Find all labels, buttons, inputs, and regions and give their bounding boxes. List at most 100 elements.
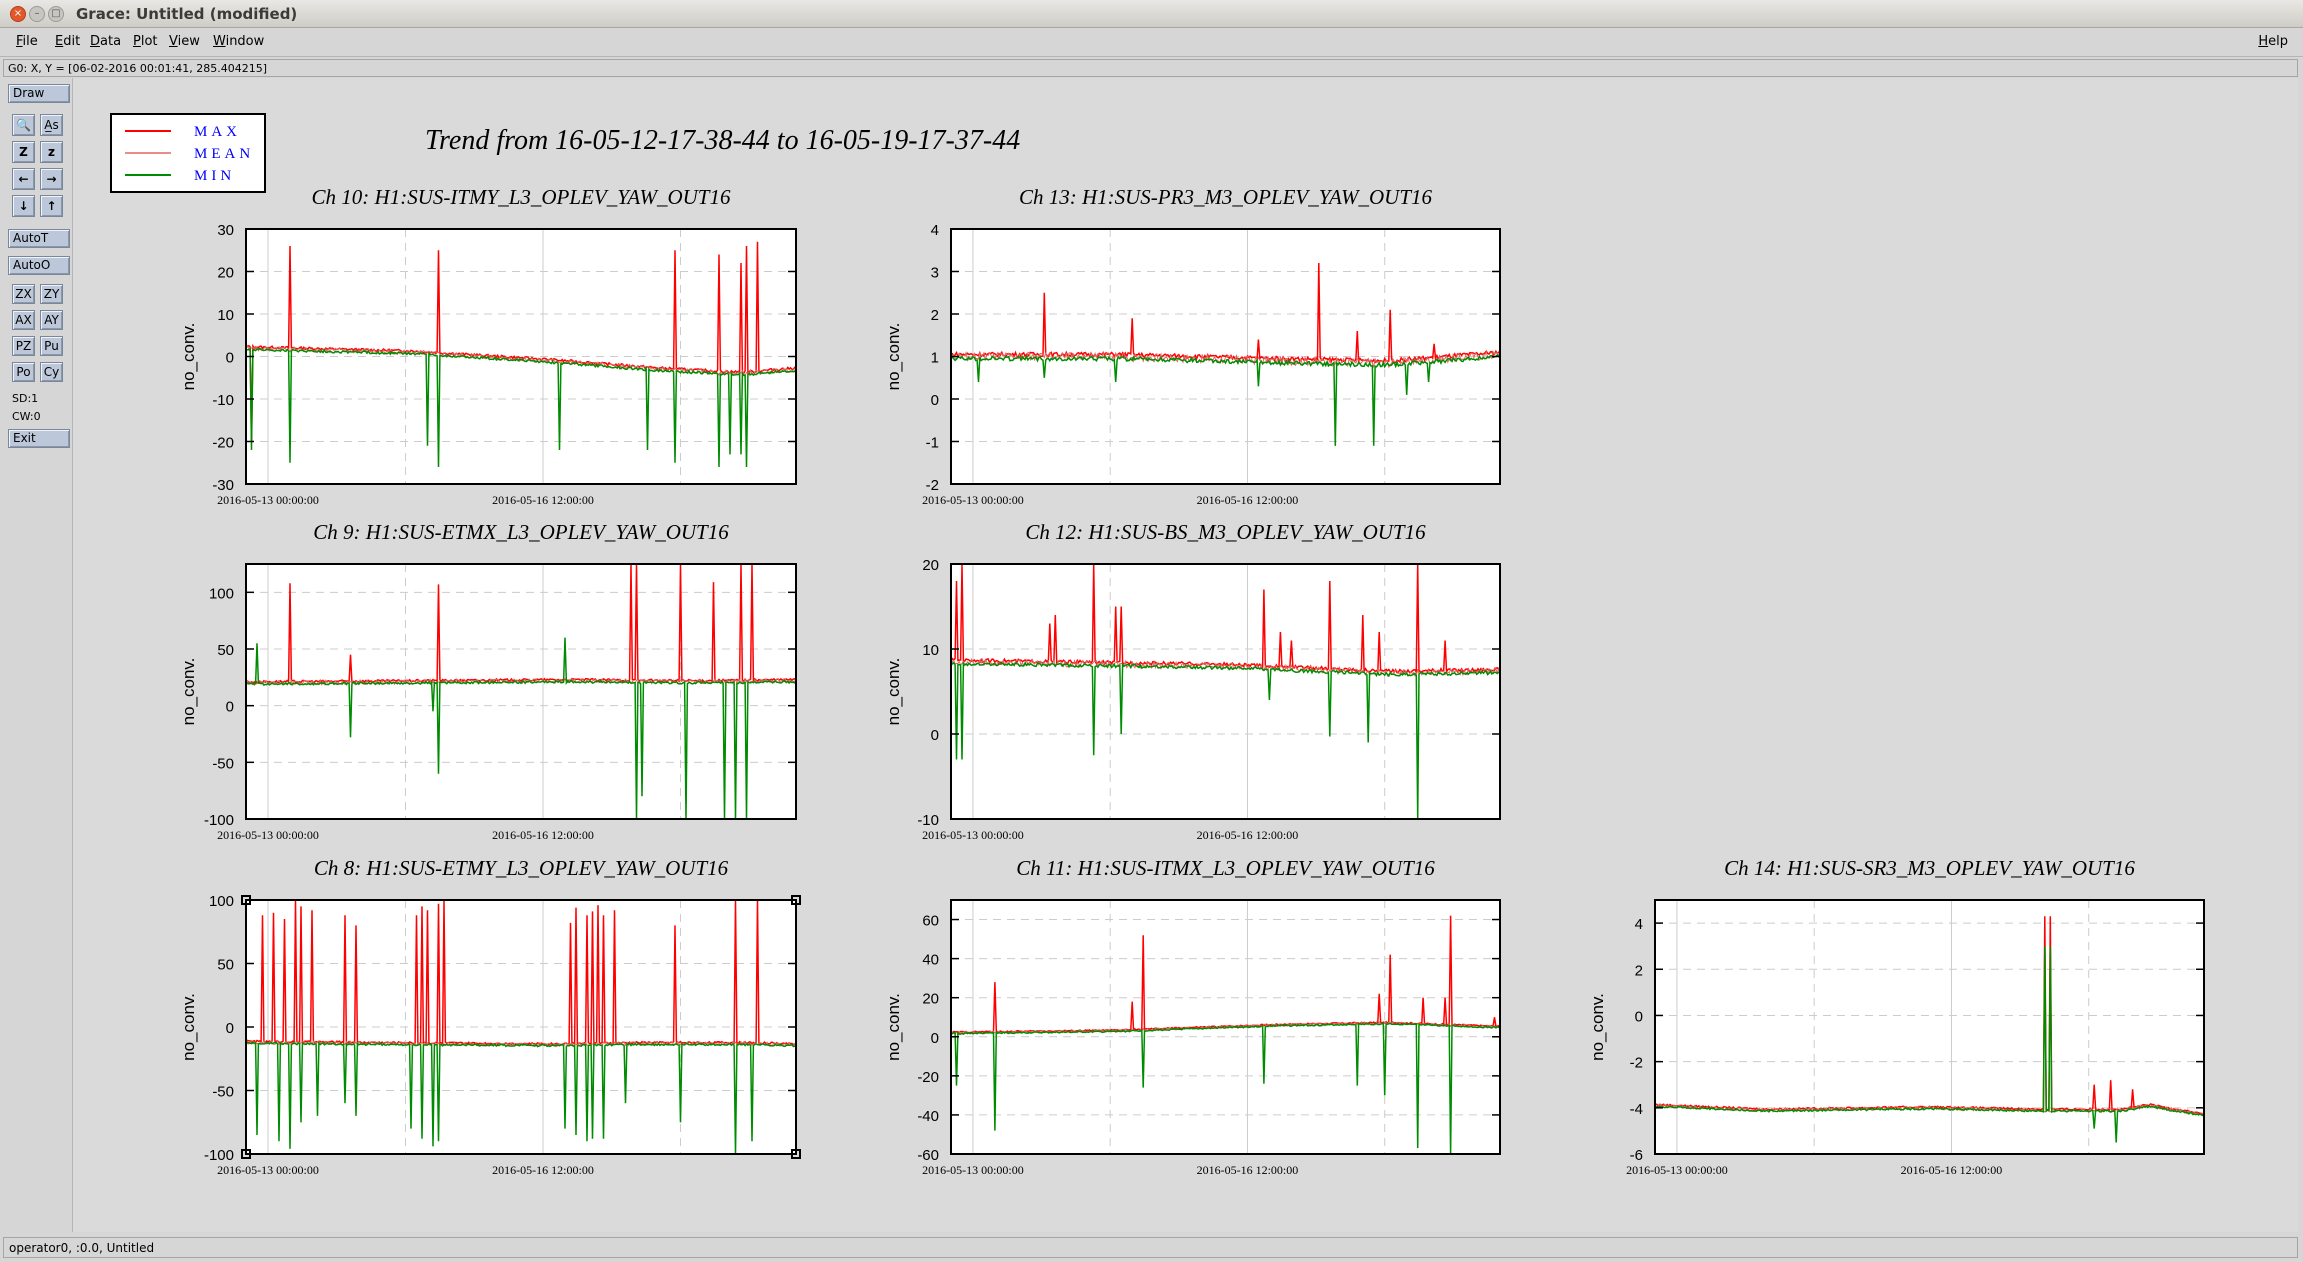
arrow-down-icon[interactable]: ↓ — [12, 195, 35, 217]
panel-1[interactable]: -30 -20 -10 0 10 20 30 2016-05-13 00:00:00 2016-… — [179, 185, 797, 507]
menu-view[interactable]: View — [169, 34, 200, 49]
series-min-line — [950, 354, 1501, 446]
y-tick-label: 30 — [217, 222, 234, 239]
legend-mean-label: MEAN — [194, 146, 254, 162]
y-tick-label: 20 — [217, 265, 234, 282]
y-tick-label: 2 — [931, 307, 939, 324]
y-tick-label: 0 — [1635, 1008, 1643, 1025]
plot-canvas[interactable]: MAX MEAN MIN Trend from 16-05-12-17-38-4… — [73, 78, 2298, 1232]
selection-handle[interactable] — [241, 1149, 251, 1159]
draw-button[interactable]: Draw — [8, 84, 70, 103]
panel-title: Ch 12: H1:SUS-BS_M3_OPLEV_YAW_OUT16 — [1025, 520, 1426, 544]
series-min-line — [245, 1041, 797, 1155]
menu-file[interactable]: File — [16, 34, 38, 49]
plots-svg[interactable]: MAX MEAN MIN Trend from 16-05-12-17-38-4… — [73, 78, 2298, 1232]
autoo-button[interactable]: AutoO — [8, 256, 70, 275]
menu-help[interactable]: Help — [2258, 34, 2288, 49]
panel-7[interactable]: -60 -40 -20 0 20 40 60 2016-05-13 00:00:00 2016-… — [884, 856, 1501, 1177]
autoscale-icon[interactable]: A̲s — [40, 114, 63, 136]
x-tick-label: 2016-05-13 00:00:00 — [217, 493, 319, 507]
current-world-label: CW:0 — [12, 410, 41, 423]
plot-area[interactable] — [246, 564, 796, 819]
y-axis-label: no_conv. — [884, 993, 903, 1061]
x-tick-label: 2016-05-13 00:00:00 — [1626, 1163, 1728, 1177]
menu-plot[interactable]: Plot — [133, 34, 158, 49]
stack-depth-label: SD:1 — [12, 392, 39, 405]
panel-6[interactable]: -100 -50 0 50 100 2016-05-13 00:00:00 2016-05-… — [179, 856, 801, 1177]
y-tick-label: 50 — [217, 642, 234, 659]
x-tick-label: 2016-05-16 12:00:00 — [1197, 493, 1299, 507]
autot-button[interactable]: AutoT — [8, 229, 70, 248]
x-tick-label: 2016-05-13 00:00:00 — [922, 493, 1024, 507]
y-tick-label: -60 — [917, 1147, 939, 1164]
y-tick-label: 20 — [922, 557, 939, 574]
panel-5[interactable]: -10 0 10 20 2016-05-13 00:00:00 2016-05-16 12… — [884, 520, 1501, 842]
y-tick-label: 0 — [226, 1020, 234, 1037]
selection-handle[interactable] — [241, 895, 251, 905]
window-titlebar: × – □ Grace: Untitled (modified) — [0, 0, 2303, 28]
zoom-in-icon[interactable]: Z — [12, 141, 35, 163]
plot-frame — [1654, 899, 2205, 1155]
pu-button[interactable]: Pu — [40, 336, 63, 356]
exit-button[interactable]: Exit — [8, 429, 70, 448]
plot-frame — [950, 563, 1501, 820]
maximize-icon[interactable]: □ — [48, 6, 64, 22]
zy-button[interactable]: ZY — [40, 284, 63, 304]
y-tick-label: 10 — [922, 642, 939, 659]
menu-window[interactable]: Window — [213, 34, 265, 49]
series-min-line — [245, 347, 797, 468]
selection-handle[interactable] — [791, 1149, 801, 1159]
chart-title: Trend from 16-05-12-17-38-44 to 16-05-19… — [425, 125, 1020, 156]
series-mean-line — [245, 1039, 797, 1048]
panel-title: Ch 11: H1:SUS-ITMX_L3_OPLEV_YAW_OUT16 — [1016, 856, 1435, 880]
y-tick-label: 20 — [922, 991, 939, 1008]
ax-button[interactable]: AX — [12, 310, 35, 330]
locator-readout: G0: X, Y = [06-02-2016 00:01:41, 285.404… — [3, 59, 2298, 77]
y-tick-label: -100 — [204, 812, 234, 829]
menu-data[interactable]: Data — [90, 34, 122, 49]
x-tick-label: 2016-05-16 12:00:00 — [1197, 828, 1299, 842]
y-tick-label: -2 — [926, 477, 939, 494]
menu-edit[interactable]: Edit — [55, 34, 81, 49]
y-tick-label: -4 — [1630, 1101, 1643, 1118]
menu-bar: File Edit Data Plot View Window Help — [0, 28, 2303, 57]
y-tick-label: 0 — [931, 1030, 939, 1047]
y-tick-label: 0 — [226, 699, 234, 716]
y-tick-label: 1 — [931, 350, 939, 367]
y-tick-label: -6 — [1630, 1147, 1643, 1164]
panel-2[interactable]: -2 -1 0 1 2 3 4 2016-05-13 00:00:00 2016-05-16 1… — [884, 185, 1501, 507]
po-button[interactable]: Po — [12, 362, 35, 382]
y-axis-label: no_conv. — [884, 323, 903, 391]
panel-3[interactable]: -6 -4 -2 0 2 4 2016-05-13 00:00:00 2016-05-16 1… — [1588, 856, 2205, 1177]
pz-button[interactable]: PZ — [12, 336, 35, 356]
plot-area[interactable] — [951, 564, 1500, 819]
minimize-icon[interactable]: – — [29, 6, 45, 22]
left-toolbar: Draw 🔍 A̲s Z z ← → ↓ ↑ AutoT AutoO ZX ZY… — [0, 78, 73, 1232]
arrow-left-icon[interactable]: ← — [12, 168, 35, 190]
plot-area[interactable] — [951, 900, 1500, 1154]
zx-button[interactable]: ZX — [12, 284, 35, 304]
y-tick-label: -100 — [204, 1147, 234, 1164]
panel-title: Ch 13: H1:SUS-PR3_M3_OPLEV_YAW_OUT16 — [1019, 185, 1433, 209]
close-icon[interactable]: × — [10, 6, 26, 22]
y-tick-label: 4 — [931, 222, 939, 239]
y-tick-label: -50 — [212, 1084, 234, 1101]
arrow-up-icon[interactable]: ↑ — [40, 195, 63, 217]
series-max-line — [245, 563, 797, 684]
y-tick-label: 2 — [1635, 962, 1643, 979]
legend: MAX MEAN MIN — [110, 113, 266, 193]
y-tick-label: 100 — [209, 893, 234, 910]
x-tick-label: 2016-05-13 00:00:00 — [922, 828, 1024, 842]
y-axis-label: no_conv. — [179, 323, 198, 391]
cy-button[interactable]: Cy — [40, 362, 63, 382]
plot-area[interactable] — [1655, 900, 2204, 1154]
selection-handle[interactable] — [791, 895, 801, 905]
ay-button[interactable]: AY — [40, 310, 63, 330]
y-tick-label: -20 — [212, 435, 234, 452]
arrow-right-icon[interactable]: → — [40, 168, 63, 190]
zoom-icon[interactable]: 🔍 — [12, 114, 35, 136]
x-tick-label: 2016-05-13 00:00:00 — [217, 828, 319, 842]
panel-4[interactable]: -100 -50 0 50 100 2016-05-13 00:00:00 2016-05-… — [179, 520, 797, 842]
zoom-out-icon[interactable]: z — [40, 141, 63, 163]
series-min-line — [950, 661, 1501, 820]
